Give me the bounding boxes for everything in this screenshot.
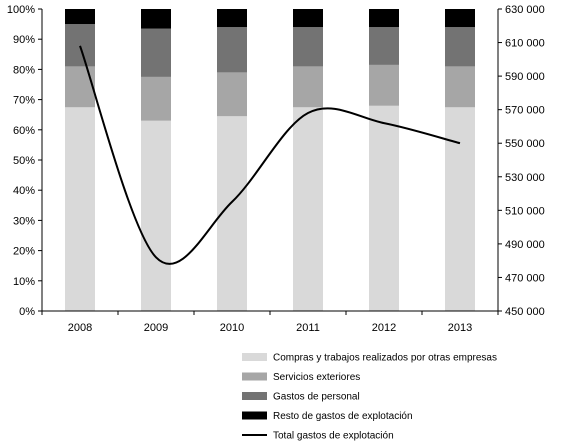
total-line [79, 45, 461, 265]
legend-swatch [242, 353, 267, 361]
bar-segment-2010-4 [217, 9, 247, 28]
bar-segment-2011-2 [293, 66, 323, 108]
bar-segment-2011-1 [293, 107, 323, 311]
legend-label: Resto de gastos de explotación [273, 411, 413, 422]
left-tick-label: 10% [13, 276, 35, 288]
right-tick-label: 450 000 [505, 306, 545, 318]
bar-segment-2008-3 [65, 24, 95, 67]
left-tick-label: 60% [13, 125, 35, 137]
legend-label: Compras y trabajos realizados por otras … [273, 353, 497, 364]
right-tick-label: 550 000 [505, 138, 545, 150]
bar-segment-2012-3 [369, 27, 399, 65]
right-tick-label: 490 000 [505, 239, 545, 251]
left-tick-label: 70% [13, 95, 35, 107]
legend-swatch [242, 372, 267, 381]
x-tick-label: 2008 [68, 322, 92, 334]
legend-label: Gastos de personal [273, 392, 360, 403]
right-tick-label: 610 000 [505, 38, 545, 50]
x-tick-label: 2012 [372, 322, 396, 334]
left-tick-label: 80% [13, 64, 35, 76]
right-tick-label: 470 000 [505, 272, 545, 284]
left-tick-label: 30% [13, 215, 35, 227]
left-tick-label: 20% [13, 246, 35, 258]
x-tick-label: 2013 [448, 322, 472, 334]
right-tick-label: 530 000 [505, 172, 545, 184]
right-tick-label: 570 000 [505, 105, 545, 117]
left-tick-label: 0% [19, 306, 35, 318]
right-tick-label: 590 000 [505, 71, 545, 83]
legend-label: Servicios exteriores [273, 372, 360, 383]
left-tick-label: 40% [13, 185, 35, 197]
left-tick-label: 100% [7, 4, 35, 16]
x-tick-label: 2010 [220, 322, 244, 334]
right-tick-label: 630 000 [505, 4, 545, 16]
bar-segment-2011-3 [293, 27, 323, 67]
bar-segment-2009-2 [141, 76, 171, 121]
bars-layer [65, 9, 475, 311]
bar-segment-2013-4 [445, 9, 475, 28]
legend-label: Total gastos de explotación [273, 431, 394, 442]
bar-segment-2013-3 [445, 27, 475, 67]
bar-segment-2010-3 [217, 27, 247, 73]
left-tick-label: 50% [13, 155, 35, 167]
bar-segment-2008-4 [65, 9, 95, 25]
line-layer [79, 45, 461, 265]
legend-swatch [242, 411, 267, 420]
legend: Compras y trabajos realizados por otras … [242, 353, 497, 442]
legend-swatch [242, 392, 267, 400]
bar-segment-2009-4 [141, 9, 171, 29]
bar-segment-2012-4 [369, 9, 399, 28]
bar-segment-2009-1 [141, 120, 171, 311]
bar-segment-2012-1 [369, 105, 399, 311]
left-tick-label: 90% [13, 34, 35, 46]
axes-layer: 0% 10% 20% 30% 40% 50% 60% 70% 80% 90% 100% 450 000… [7, 4, 545, 334]
bar-segment-2008-2 [65, 66, 95, 108]
right-tick-label: 510 000 [505, 205, 545, 217]
bar-segment-2011-4 [293, 9, 323, 28]
x-tick-label: 2011 [296, 322, 320, 334]
x-tick-label: 2009 [144, 322, 168, 334]
bar-segment-2010-2 [217, 72, 247, 117]
bar-segment-2013-1 [445, 107, 475, 311]
bar-segment-2009-3 [141, 28, 171, 77]
bar-segment-2012-2 [369, 64, 399, 106]
bar-segment-2013-2 [445, 66, 475, 108]
bar-segment-2008-1 [65, 107, 95, 311]
